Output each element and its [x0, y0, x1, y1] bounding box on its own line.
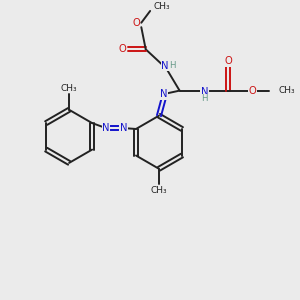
- Text: N: N: [102, 123, 110, 133]
- Text: N: N: [160, 89, 167, 99]
- Text: O: O: [248, 85, 256, 96]
- Text: N: N: [201, 87, 208, 97]
- Text: CH₃: CH₃: [61, 84, 77, 93]
- Text: CH₃: CH₃: [151, 185, 167, 194]
- Text: CH₃: CH₃: [153, 2, 170, 11]
- Text: O: O: [118, 44, 126, 54]
- Text: H: H: [201, 94, 208, 103]
- Text: N: N: [120, 123, 127, 133]
- Text: O: O: [224, 56, 232, 66]
- Text: N: N: [161, 61, 169, 70]
- Text: CH₃: CH₃: [278, 86, 295, 95]
- Text: H: H: [169, 61, 176, 70]
- Text: O: O: [132, 18, 140, 28]
